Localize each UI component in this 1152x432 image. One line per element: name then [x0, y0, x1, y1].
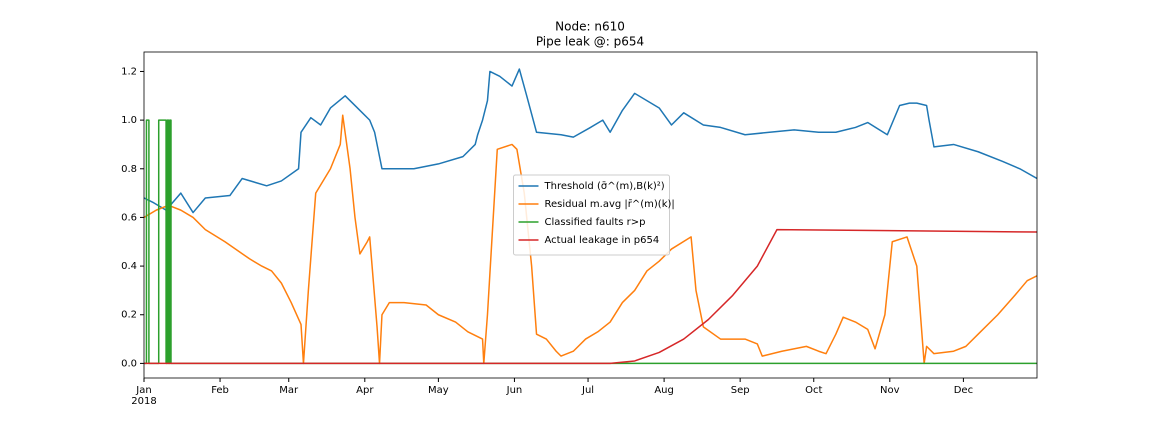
x-tick-label: Feb [211, 385, 229, 396]
legend-box [513, 174, 670, 256]
y-tick-label: 0.6 [121, 212, 137, 223]
x-tick-label: Jan [135, 385, 151, 396]
x-tick-label: Sep [731, 385, 750, 396]
y-tick-label: 0.0 [121, 358, 137, 369]
legend-label: Threshold (σ̄^(m),B(k)²) [544, 181, 665, 192]
x-tick-label: Apr [356, 385, 374, 396]
y-tick-label: 0.8 [121, 164, 137, 175]
chart-subtitle: Pipe leak @: p654 [536, 35, 644, 49]
x-tick-label: Jul [581, 385, 594, 396]
y-tick-label: 0.2 [121, 310, 137, 321]
x-tick-label: Mar [279, 385, 299, 396]
x-tick-label: Dec [954, 385, 973, 396]
y-tick-label: 1.2 [121, 66, 137, 77]
x-tick-label: May [428, 385, 449, 396]
y-tick-label: 0.4 [121, 261, 137, 272]
series-line [144, 114, 1037, 365]
series-line [144, 228, 1037, 365]
x-year-label: 2018 [131, 396, 156, 407]
plot-frame [143, 51, 1038, 379]
legend-label: Classified faults r>p [545, 217, 646, 228]
x-tick-label: Aug [654, 385, 674, 396]
legend-label: Residual m.avg |r̄^(m)(k)| [545, 199, 675, 210]
legend-label: Actual leakage in p654 [545, 235, 660, 246]
x-tick-label: Nov [880, 385, 900, 396]
series-line [144, 68, 1037, 214]
legend: Threshold (σ̄^(m),B(k)²) Residual m.avg |… [513, 174, 675, 256]
x-tick-label: Jun [506, 385, 523, 396]
chart-title: Node: n610 [555, 20, 625, 34]
y-tick-label: 1.0 [121, 115, 137, 126]
x-tick-label: Oct [805, 385, 822, 396]
